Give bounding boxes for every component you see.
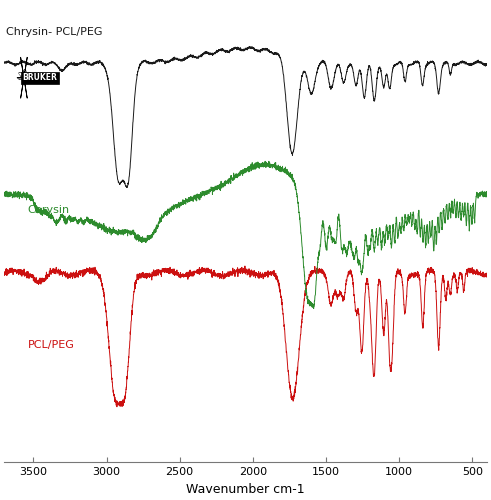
Text: BRUKER: BRUKER: [23, 74, 57, 82]
Text: PCL/PEG: PCL/PEG: [27, 340, 75, 349]
Text: ⚛: ⚛: [15, 68, 33, 87]
Text: Chrysin: Chrysin: [27, 206, 70, 216]
X-axis label: Wavenumber cm-1: Wavenumber cm-1: [186, 483, 305, 496]
Text: Chrysin- PCL/PEG: Chrysin- PCL/PEG: [5, 27, 102, 37]
